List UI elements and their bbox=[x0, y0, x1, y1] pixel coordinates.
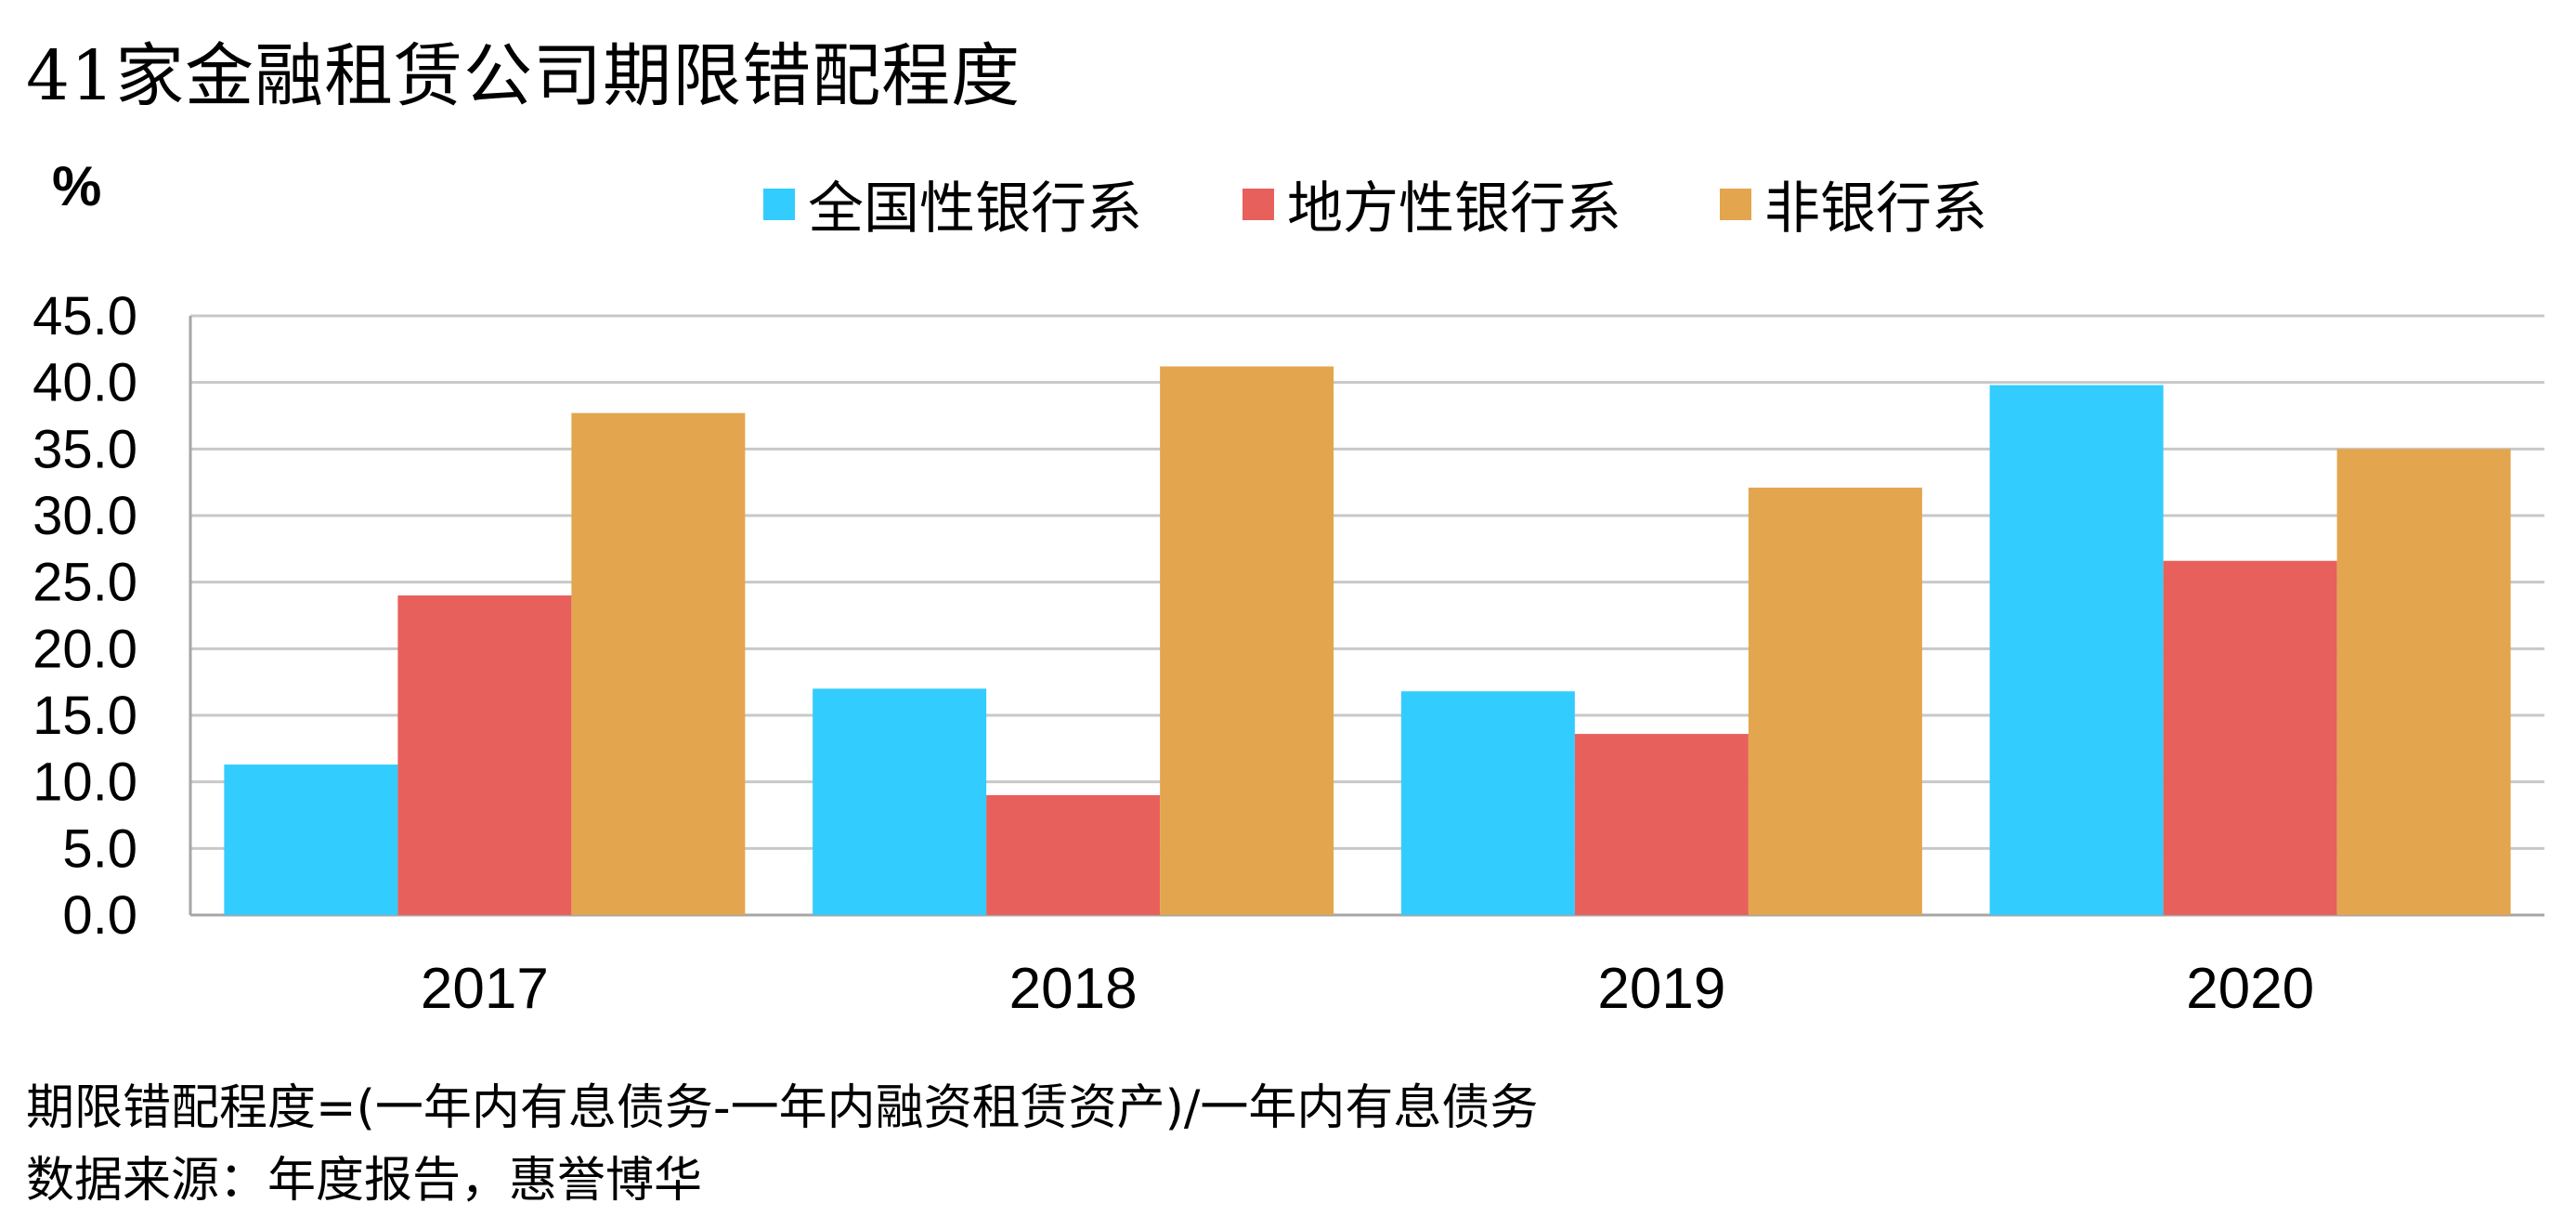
bar-2018-series-1 bbox=[813, 688, 987, 915]
chart-title: 41家金融租赁公司期限错配程度 bbox=[26, 36, 1021, 116]
y-tick-label: 20.0 bbox=[33, 619, 137, 679]
legend-item-national-bank: 全国性银行系 bbox=[763, 163, 1142, 244]
y-axis-unit: % bbox=[52, 155, 102, 217]
x-tick-label: 2020 bbox=[2186, 957, 2314, 1021]
source-note: 数据来源：年度报告，惠誉博华 bbox=[26, 1153, 703, 1209]
legend-label-local-bank: 地方性银行系 bbox=[1287, 177, 1621, 242]
legend-item-local-bank: 地方性银行系 bbox=[1242, 163, 1621, 244]
bar-2020-series-1 bbox=[1989, 385, 2164, 915]
bar-2017-series-3 bbox=[571, 412, 746, 916]
x-tick-label: 2019 bbox=[1597, 957, 1725, 1021]
bar-2018-series-2 bbox=[986, 795, 1161, 915]
legend-label-non-bank: 非银行系 bbox=[1764, 177, 1987, 242]
legend: 全国性银行系 地方性银行系 非银行系 bbox=[0, 163, 2576, 247]
bar-2018-series-3 bbox=[1160, 366, 1334, 915]
y-tick-label: 0.0 bbox=[62, 885, 137, 946]
legend-swatch-non-bank bbox=[1720, 188, 1751, 220]
y-tick-label: 15.0 bbox=[33, 686, 137, 746]
y-tick-label: 5.0 bbox=[62, 818, 137, 879]
bar-2019-series-3 bbox=[1748, 487, 1922, 915]
definition-note: 期限错配程度=(一年内有息债务-一年内融资租赁资产)/一年内有息债务 bbox=[26, 1080, 1539, 1136]
bar-2017-series-1 bbox=[224, 765, 398, 915]
y-tick-label: 25.0 bbox=[33, 553, 137, 613]
bar-2020-series-3 bbox=[2336, 449, 2511, 915]
y-tick-label: 45.0 bbox=[33, 286, 137, 346]
y-tick-label: 40.0 bbox=[33, 353, 137, 413]
legend-label-national-bank: 全国性银行系 bbox=[808, 177, 1142, 242]
bar-2017-series-2 bbox=[397, 595, 572, 915]
y-tick-label: 30.0 bbox=[33, 486, 137, 546]
legend-swatch-national-bank bbox=[763, 188, 795, 220]
bar-2019-series-2 bbox=[1574, 734, 1749, 915]
bar-2019-series-1 bbox=[1400, 691, 1575, 915]
y-tick-label: 35.0 bbox=[33, 419, 137, 479]
legend-swatch-local-bank bbox=[1242, 188, 1274, 220]
bar-2020-series-2 bbox=[2163, 560, 2337, 915]
x-tick-label: 2017 bbox=[421, 957, 549, 1021]
x-tick-label: 2018 bbox=[1009, 957, 1138, 1021]
y-tick-label: 10.0 bbox=[33, 752, 137, 813]
legend-item-non-bank: 非银行系 bbox=[1720, 163, 1987, 244]
